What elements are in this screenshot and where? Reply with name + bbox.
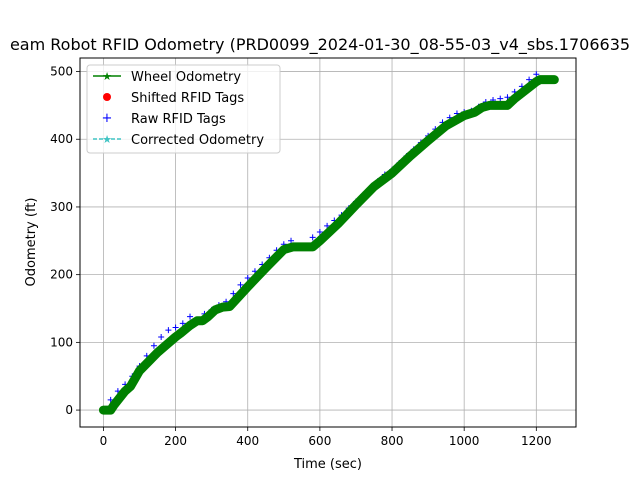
y-tick-label: 400: [50, 132, 73, 146]
raw-rfid-point: [533, 71, 540, 78]
legend-label-corrected: Corrected Odometry: [131, 133, 264, 148]
x-tick-label: 200: [164, 434, 187, 448]
x-tick-label: 400: [236, 434, 259, 448]
raw-rfid-point: [187, 313, 194, 320]
x-axis-label: Time (sec): [293, 457, 362, 472]
raw-rfid-point: [230, 290, 237, 297]
legend-label-shifted: Shifted RFID Tags: [131, 91, 244, 106]
x-tick-label: 800: [381, 434, 404, 448]
axis-ticks: 0 200 400 600 800 1000 1200 0 100 200 300 400 500: [50, 65, 551, 448]
y-tick-label: 200: [50, 268, 73, 282]
raw-rfid-point: [497, 95, 504, 102]
y-tick-label: 300: [50, 200, 73, 214]
y-tick-label: 100: [50, 335, 73, 349]
x-tick-label: 1000: [449, 434, 480, 448]
raw-rfid-point: [150, 342, 157, 349]
y-tick-label: 0: [65, 403, 73, 417]
legend-label-raw: Raw RFID Tags: [131, 112, 226, 127]
raw-rfid-point: [316, 229, 323, 236]
legend-shifted-dot: [103, 93, 111, 101]
raw-rfid-point: [172, 324, 179, 331]
plot-series: [98, 71, 559, 415]
y-axis-label: Odometry (ft): [24, 198, 39, 287]
plot-frame: [79, 57, 577, 428]
raw-rfid-point: [165, 327, 172, 334]
legend: ★ Wheel Odometry Shifted RFID Tags + Raw…: [86, 64, 281, 154]
raw-rfid-point: [158, 333, 165, 340]
x-tick-label: 1200: [521, 434, 552, 448]
legend-wheel-star-icon: ★: [102, 70, 112, 83]
y-tick-label: 500: [50, 65, 73, 79]
raw-rfid-point: [179, 320, 186, 327]
x-tick-label: 0: [100, 434, 108, 448]
raw-rfid-point: [309, 234, 316, 241]
raw-rfid-point: [237, 281, 244, 288]
x-tick-label: 600: [308, 434, 331, 448]
legend-box: [86, 64, 281, 154]
wheel-odometry-point: [548, 76, 556, 83]
legend-label-wheel: Wheel Odometry: [131, 70, 241, 85]
legend-corrected-star-icon: ★: [102, 133, 112, 146]
raw-rfid-point: [244, 275, 251, 282]
legend-raw-plus-icon: +: [102, 111, 113, 126]
chart-title: eam Robot RFID Odometry (PRD0099_2024-01…: [10, 35, 630, 55]
